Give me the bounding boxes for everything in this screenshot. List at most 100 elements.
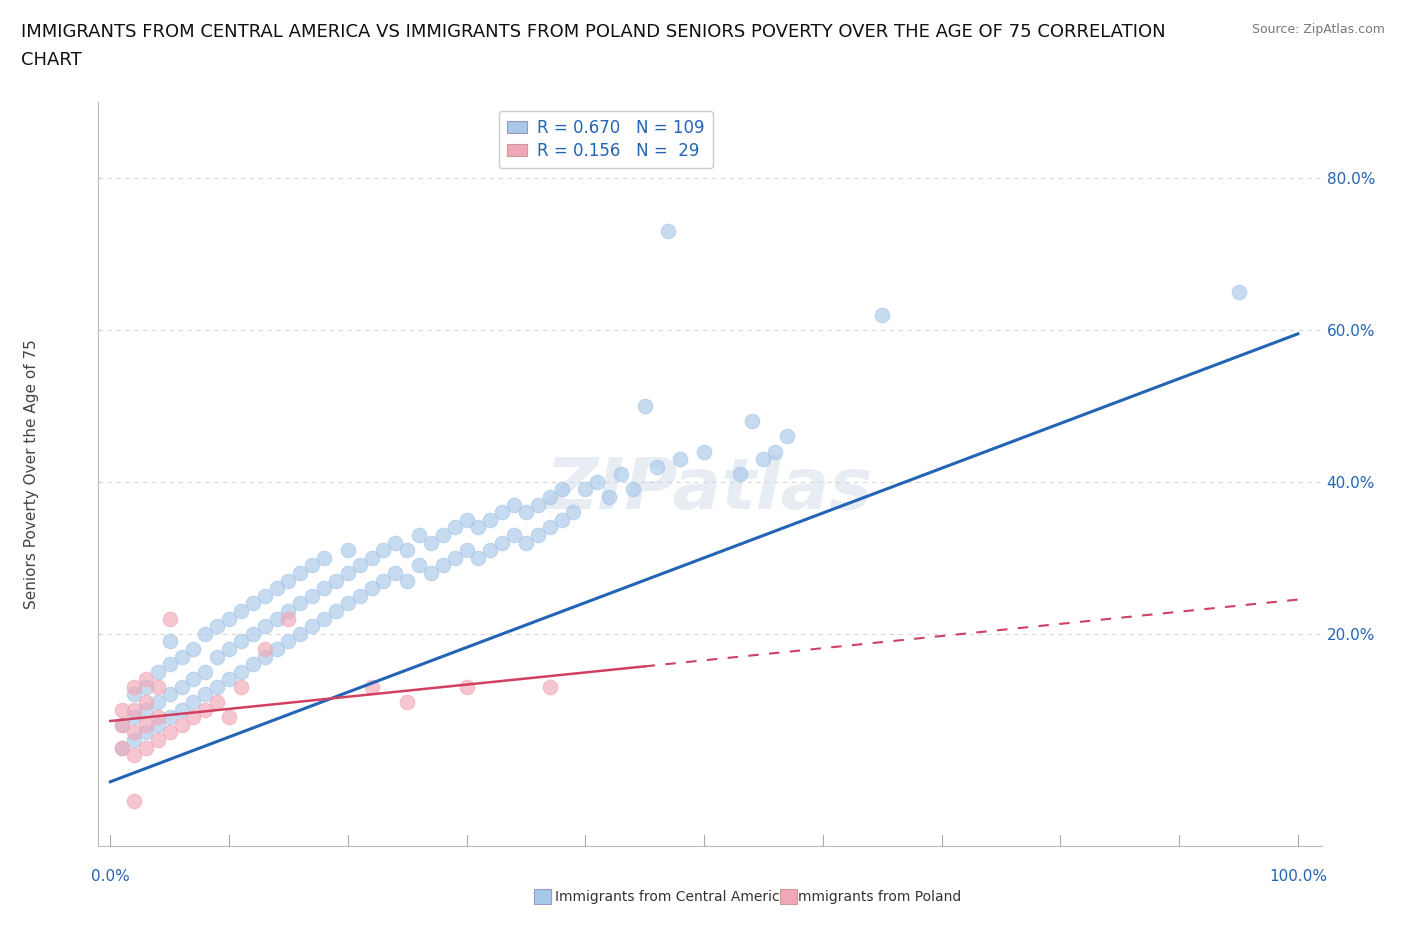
Point: [527, 498, 550, 512]
Point: [122, 687, 145, 702]
Text: IMMIGRANTS FROM CENTRAL AMERICA VS IMMIGRANTS FROM POLAND SENIORS POVERTY OVER T: IMMIGRANTS FROM CENTRAL AMERICA VS IMMIG…: [21, 23, 1166, 41]
Point: [503, 498, 526, 512]
Point: [277, 573, 299, 588]
Point: [728, 467, 751, 482]
Text: Source: ZipAtlas.com: Source: ZipAtlas.com: [1251, 23, 1385, 36]
Point: [491, 535, 513, 550]
Point: [205, 618, 228, 633]
Point: [146, 717, 169, 732]
Point: [634, 399, 657, 414]
Point: [218, 671, 240, 686]
Text: Immigrants from Central America: Immigrants from Central America: [555, 890, 789, 905]
Point: [194, 626, 217, 641]
Point: [290, 565, 312, 580]
Point: [373, 573, 395, 588]
Point: [432, 527, 454, 542]
Point: [396, 543, 419, 558]
Point: [467, 551, 489, 565]
Point: [170, 680, 193, 695]
Point: [550, 512, 572, 527]
Point: [229, 664, 252, 679]
Point: [384, 565, 406, 580]
Point: [183, 642, 205, 657]
Point: [135, 695, 157, 710]
Point: [538, 680, 561, 695]
Point: [146, 710, 169, 724]
Point: [135, 725, 157, 740]
Point: [229, 604, 252, 618]
Point: [146, 664, 169, 679]
Point: [360, 680, 382, 695]
Point: [325, 604, 347, 618]
Point: [408, 558, 430, 573]
Point: [408, 527, 430, 542]
Point: [218, 611, 240, 626]
Point: [776, 429, 799, 444]
Point: [491, 505, 513, 520]
Point: [111, 740, 134, 755]
Point: [146, 680, 169, 695]
Point: [396, 695, 419, 710]
Point: [159, 710, 181, 724]
Point: [621, 482, 644, 497]
Point: [122, 702, 145, 717]
Point: [312, 551, 335, 565]
Point: [312, 611, 335, 626]
Point: [170, 649, 193, 664]
Point: [135, 671, 157, 686]
Point: [111, 717, 134, 732]
Point: [122, 680, 145, 695]
Point: [159, 611, 181, 626]
Point: [562, 505, 585, 520]
Point: [194, 687, 217, 702]
Point: [610, 467, 633, 482]
Point: [420, 535, 443, 550]
Point: [194, 702, 217, 717]
Point: [159, 634, 181, 649]
Point: [218, 710, 240, 724]
Point: [456, 680, 478, 695]
Point: [253, 649, 276, 664]
Point: [135, 717, 157, 732]
Point: [266, 580, 288, 595]
Point: [242, 657, 264, 671]
Point: [586, 474, 609, 489]
Point: [229, 634, 252, 649]
Point: [336, 543, 359, 558]
Point: [443, 551, 465, 565]
Point: [336, 565, 359, 580]
Point: [538, 489, 561, 504]
Point: [277, 604, 299, 618]
Point: [159, 725, 181, 740]
Point: [146, 695, 169, 710]
Point: [349, 589, 371, 604]
Point: [550, 482, 572, 497]
Point: [277, 634, 299, 649]
Point: [763, 445, 786, 459]
Point: [229, 680, 252, 695]
Point: [432, 558, 454, 573]
Point: [574, 482, 596, 497]
Point: [170, 717, 193, 732]
Point: [443, 520, 465, 535]
Point: [218, 642, 240, 657]
Point: [373, 543, 395, 558]
Point: [479, 512, 502, 527]
Point: [135, 740, 157, 755]
Point: [135, 680, 157, 695]
Point: [870, 308, 893, 323]
Point: [290, 626, 312, 641]
Point: [693, 445, 716, 459]
Point: [170, 702, 193, 717]
Text: CHART: CHART: [21, 51, 82, 69]
Point: [396, 573, 419, 588]
Point: [325, 573, 347, 588]
Point: [122, 793, 145, 808]
Point: [336, 596, 359, 611]
Point: [503, 527, 526, 542]
Point: [598, 489, 620, 504]
Point: [349, 558, 371, 573]
Point: [456, 512, 478, 527]
Point: [312, 580, 335, 595]
Point: [645, 459, 668, 474]
